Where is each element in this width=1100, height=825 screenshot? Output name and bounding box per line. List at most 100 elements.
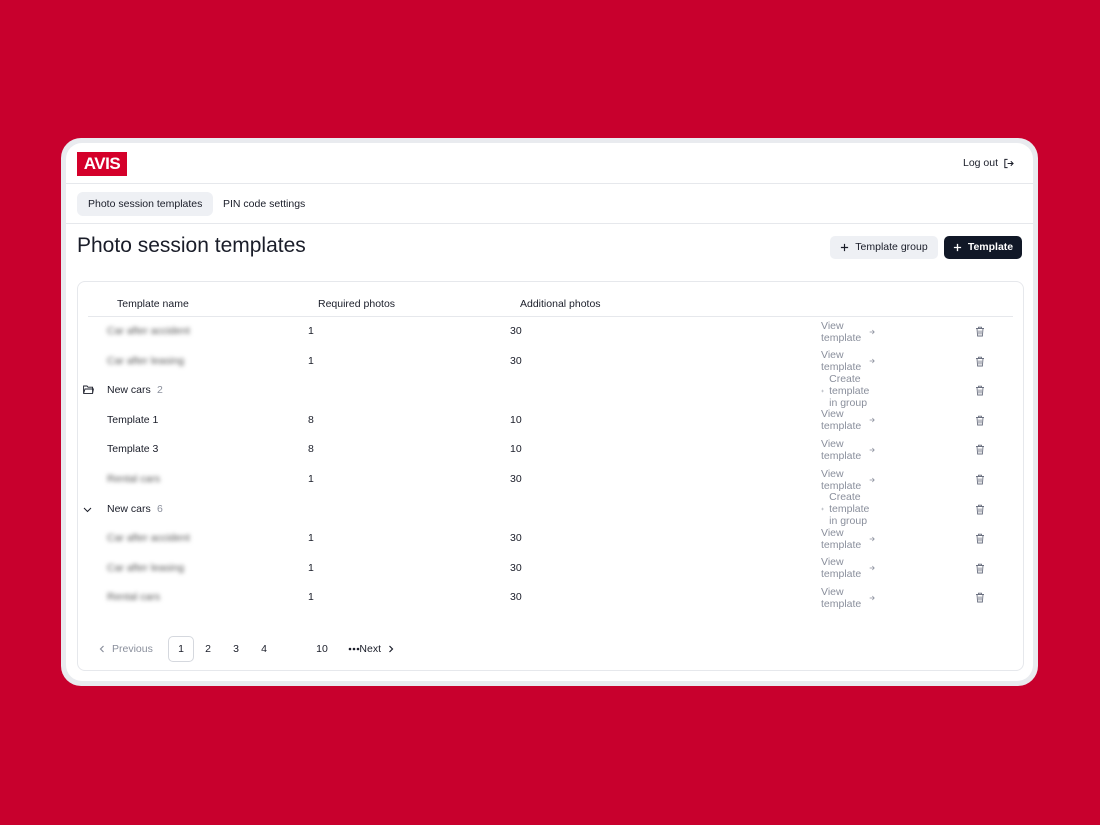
logout-button[interactable]: Log out (963, 157, 1014, 169)
trash-button[interactable] (975, 385, 985, 396)
chevron-down (83, 507, 92, 512)
required-photos: 1 (308, 354, 314, 367)
action-label: View template (821, 319, 862, 344)
additional-photos: 30 (510, 561, 522, 574)
plus-icon (821, 389, 824, 393)
arrow-icon (869, 595, 876, 601)
arrow-icon (869, 447, 876, 453)
create-in-group[interactable]: Create template in group (821, 491, 874, 527)
page-button[interactable]: 2 (205, 643, 211, 655)
additional-photos: 30 (510, 532, 522, 545)
additional-photos: 30 (510, 354, 522, 367)
page-button-current[interactable]: 1 (168, 636, 194, 662)
view-template-link[interactable]: View template (821, 524, 876, 553)
next-label: Next (359, 643, 381, 655)
template-name: Rental cars (107, 591, 161, 604)
group-icon (83, 385, 94, 397)
trash-icon (976, 563, 984, 574)
trash-button[interactable] (975, 563, 985, 574)
plus-icon (821, 507, 824, 511)
arrow-icon (869, 358, 876, 364)
previous-label: Previous (112, 643, 153, 655)
trash-button[interactable] (975, 533, 985, 544)
add-template-button[interactable]: Template (944, 236, 1022, 259)
logout-label: Log out (963, 157, 999, 169)
view-template-link[interactable]: View template (821, 347, 876, 376)
additional-photos: 30 (510, 473, 522, 485)
plus-icon (953, 243, 961, 252)
next-button[interactable]: Next (350, 637, 395, 661)
view-template-link[interactable]: View template (821, 435, 876, 464)
view-template-link[interactable]: View template (821, 406, 876, 435)
group-name: New cars (107, 502, 151, 515)
divider (66, 223, 1033, 224)
template-name: Car after leasing (107, 561, 185, 574)
action-label: View template (821, 349, 862, 374)
trash-icon (976, 593, 984, 603)
trash-button[interactable] (975, 444, 985, 455)
tab-active[interactable]: Photo session templates (77, 192, 214, 216)
table-header: Template name Required photos Additional… (88, 292, 1013, 317)
required-photos: 1 (308, 561, 314, 574)
required-photos: 8 (308, 413, 314, 426)
trash-button[interactable] (975, 326, 985, 337)
tab[interactable]: PIN code settings (223, 198, 306, 210)
arrow-icon (869, 329, 876, 334)
action-label: View template (821, 467, 862, 492)
column-header: Additional photos (520, 298, 601, 310)
template-name: Template 3 (107, 443, 159, 456)
arrow-icon (869, 477, 876, 482)
action-label: View template (821, 556, 862, 581)
trash-button[interactable] (975, 504, 985, 515)
app-window: AVIS Log out Photo session templates PIN… (66, 143, 1033, 681)
trash-icon (976, 385, 984, 396)
ellipsis (342, 637, 366, 661)
action-label: View template (821, 526, 862, 551)
group-count: 2 (157, 384, 163, 397)
ellipsis-icon (348, 647, 360, 651)
trash-button[interactable] (975, 356, 985, 367)
trash-icon (976, 504, 984, 515)
view-template-link[interactable]: View template (821, 465, 876, 494)
view-template-link[interactable]: View template (821, 317, 876, 346)
button-label: Template (967, 241, 1014, 253)
page-button[interactable]: 10 (316, 643, 328, 655)
required-photos: 8 (308, 443, 314, 456)
plus-icon (841, 243, 849, 252)
template-name: Template 1 (107, 413, 159, 426)
column-header: Template name (117, 298, 189, 310)
chevron-left (99, 645, 104, 653)
previous-button[interactable]: Previous (98, 637, 158, 661)
page-button[interactable]: 3 (233, 643, 239, 655)
required-photos: 1 (308, 591, 314, 604)
template-name: Car after leasing (107, 354, 185, 367)
group-count: 6 (157, 502, 163, 515)
additional-photos: 30 (510, 325, 522, 337)
column-header: Required photos (318, 298, 396, 310)
arrow-icon (869, 536, 876, 541)
action-label: Create template in group (829, 372, 870, 409)
trash-button[interactable] (975, 474, 985, 485)
trash-button[interactable] (975, 415, 985, 426)
action-label: View template (821, 585, 862, 610)
view-template-link[interactable]: View template (821, 554, 876, 583)
action-label: View template (821, 408, 862, 433)
group-icon (83, 504, 92, 516)
trash-icon (976, 356, 984, 367)
additional-photos: 10 (510, 413, 522, 426)
trash-icon (976, 415, 984, 426)
page-button[interactable]: 4 (261, 643, 267, 655)
folder-icon (83, 385, 94, 395)
group-name: New cars (107, 384, 151, 397)
required-photos: 1 (308, 532, 314, 545)
action-label: View template (821, 437, 862, 462)
action-label: Create template in group (829, 491, 870, 528)
create-in-group[interactable]: Create template in group (821, 373, 874, 409)
trash-icon (976, 474, 984, 485)
trash-icon (976, 445, 984, 455)
template-name: Rental cars (107, 473, 161, 485)
trash-button[interactable] (975, 592, 985, 603)
view-template-link[interactable]: View template (821, 583, 876, 612)
add-group-button[interactable]: Template group (830, 236, 938, 259)
